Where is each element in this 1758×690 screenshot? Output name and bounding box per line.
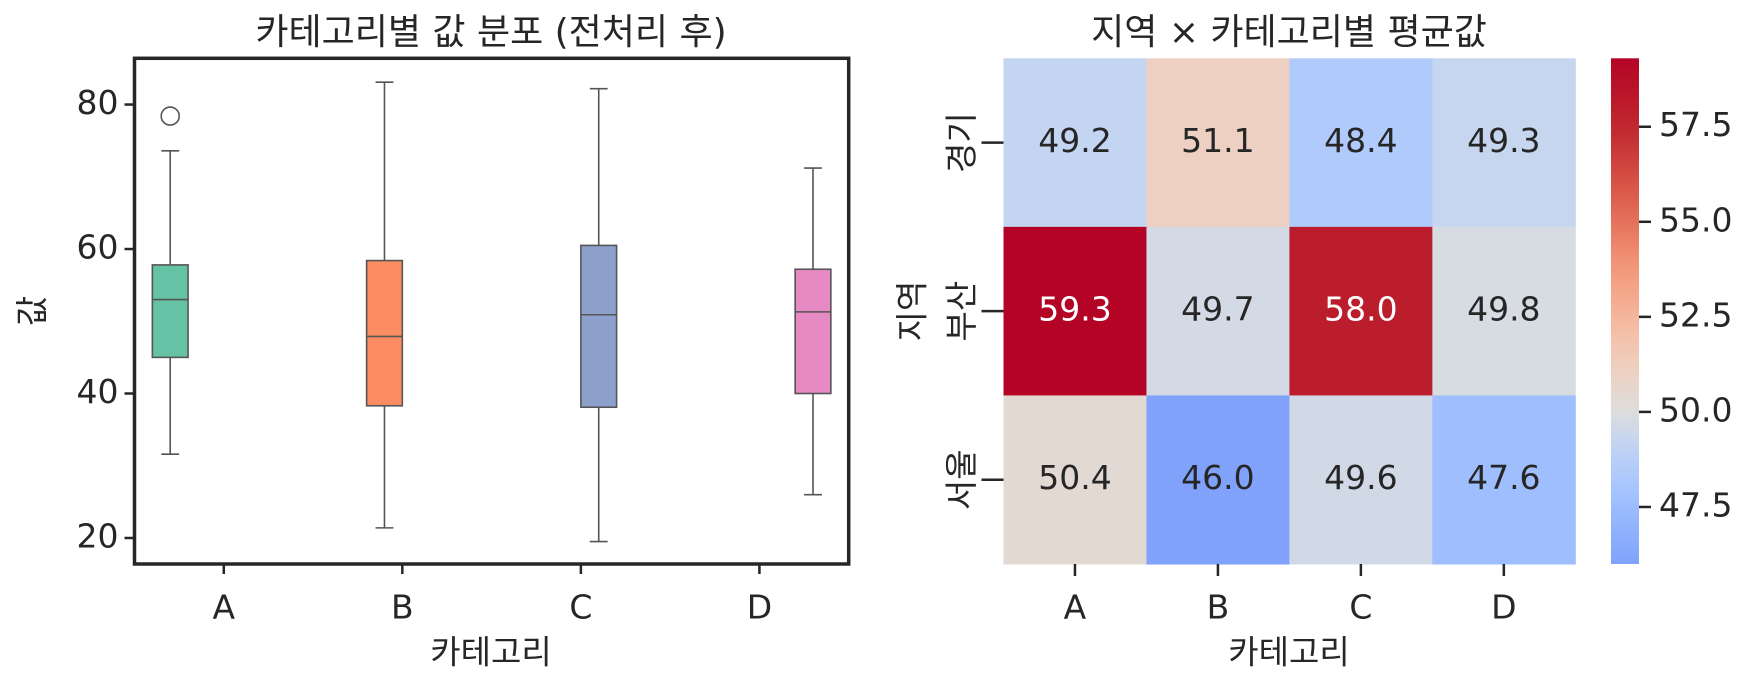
heatmap-cell — [1146, 395, 1290, 565]
colorbar-tick-label: 52.5 — [1659, 295, 1732, 334]
box-xlabel: 카테고리 — [430, 633, 551, 672]
heatmap-cell — [1289, 58, 1433, 228]
box-title: 카테고리별 값 분포 (전처리 후) — [255, 12, 726, 53]
heatmap-xlabel: 카테고리 — [1228, 633, 1349, 672]
y-tick-label: 부산 — [942, 281, 981, 342]
colorbar — [1611, 58, 1639, 565]
cell-label: 51.1 — [1181, 121, 1254, 160]
cell-label: 58.0 — [1324, 290, 1397, 329]
x-tick-label: A — [1064, 588, 1087, 627]
y-tick-label: 서울 — [942, 449, 981, 510]
box — [365, 259, 404, 407]
cell-label: 49.2 — [1038, 121, 1111, 160]
cell-label: 46.0 — [1181, 458, 1254, 497]
heatmap-ylabel: 지역 — [893, 281, 932, 342]
x-tick-label: D — [747, 588, 772, 627]
box-ylabel: 값 — [13, 296, 52, 326]
cell-label: 49.7 — [1181, 290, 1254, 329]
box — [794, 268, 832, 395]
cell-label: 48.4 — [1324, 121, 1397, 160]
cell-label: 59.3 — [1038, 290, 1111, 329]
cell-label: 49.8 — [1467, 290, 1540, 329]
y-tick-label: 80 — [77, 83, 119, 122]
colorbar-tick-label: 57.5 — [1659, 105, 1732, 144]
colorbar-tick-label: 47.5 — [1659, 485, 1732, 524]
heatmap-cell — [1432, 395, 1576, 565]
heatmap-cell — [1003, 58, 1147, 228]
colorbar-tick-label: 50.0 — [1659, 390, 1732, 429]
heatmap-cell — [1003, 395, 1147, 565]
heatmap-cell — [1146, 226, 1290, 396]
heatmap-cell — [1146, 58, 1290, 228]
box — [580, 244, 618, 409]
y-tick-label: 60 — [77, 228, 119, 267]
heatmap-title: 지역 × 카테고리별 평균값 — [1091, 12, 1487, 53]
x-tick-label: D — [1491, 588, 1516, 627]
cell-label: 50.4 — [1038, 458, 1111, 497]
x-tick-label: B — [1207, 588, 1230, 627]
cell-label: 47.6 — [1467, 458, 1540, 497]
heatmap-cell — [1289, 395, 1433, 565]
y-tick-label: 20 — [77, 516, 119, 555]
heatmap-cell — [1432, 226, 1576, 396]
y-tick-label: 40 — [77, 372, 119, 411]
cell-label: 49.3 — [1467, 121, 1540, 160]
x-tick-label: C — [569, 588, 592, 627]
x-tick-label: A — [212, 588, 235, 627]
x-tick-label: B — [391, 588, 414, 627]
cell-label: 49.6 — [1324, 458, 1397, 497]
colorbar-tick-label: 55.0 — [1659, 200, 1732, 239]
box — [151, 264, 189, 359]
x-tick-label: C — [1349, 588, 1372, 627]
heatmap-cell — [1289, 226, 1433, 396]
axes-frame — [132, 56, 851, 566]
heatmap-cell — [1432, 58, 1576, 228]
outlier — [160, 106, 181, 126]
heatmap-cell — [1003, 226, 1147, 396]
y-tick-label: 경기 — [942, 112, 981, 173]
